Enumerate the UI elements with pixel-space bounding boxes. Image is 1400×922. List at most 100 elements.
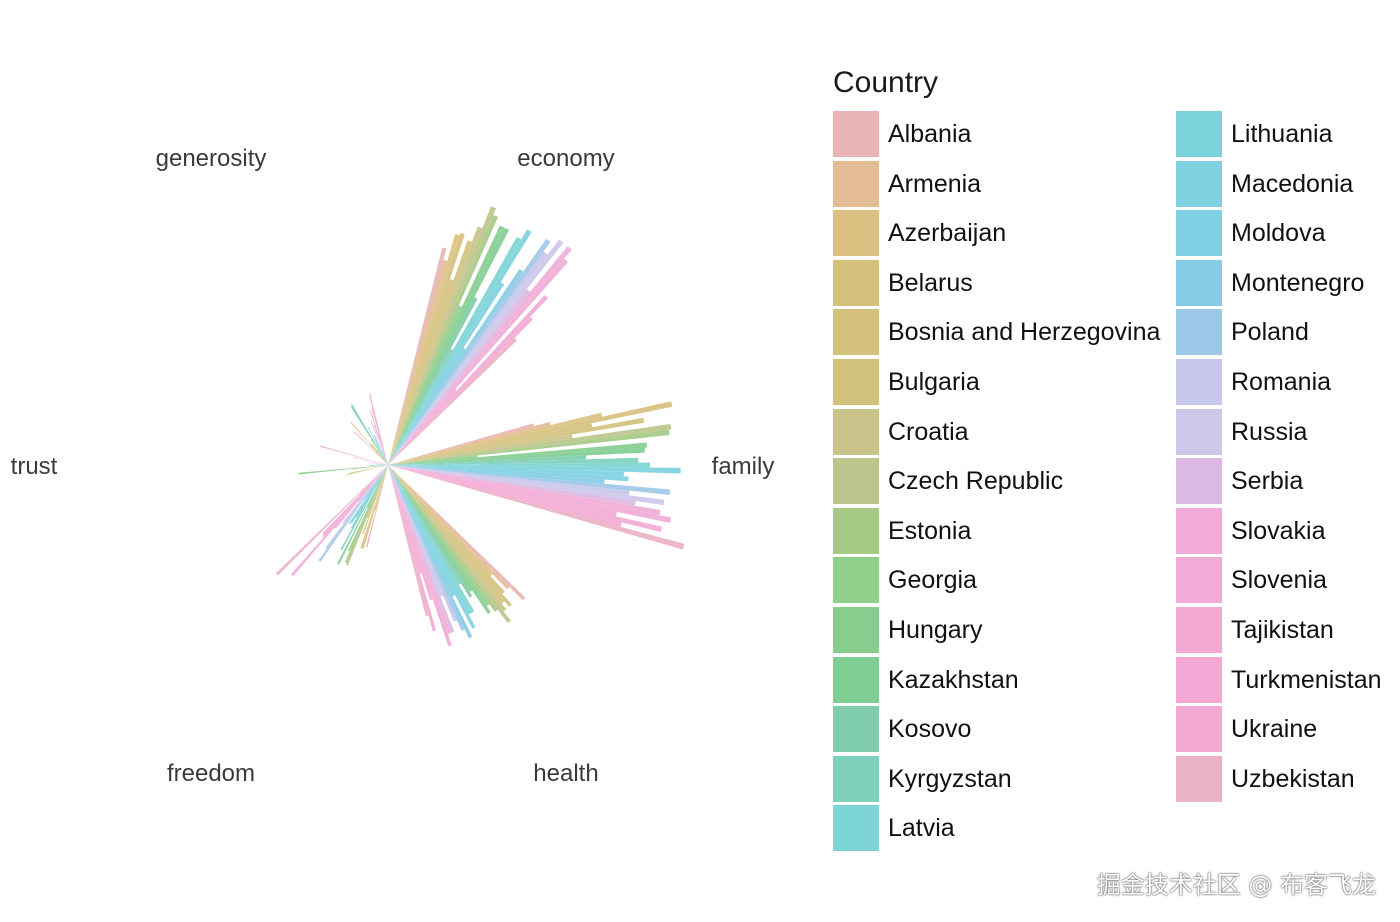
legend-swatch (833, 408, 879, 455)
bar-family-belarus (388, 401, 673, 465)
bar-freedom-poland (318, 465, 388, 562)
radial-bar-chart: economy family health freedom trust generosit… (11, 145, 775, 787)
legend-swatch (1176, 706, 1222, 753)
watermark: 掘金技术社区 @ 布客飞龙 (1096, 871, 1376, 899)
bar-generosity-uzbekistan (368, 394, 388, 465)
sector-freedom (275, 465, 388, 577)
bar-trust-croatia (380, 465, 388, 467)
bar-family-kyrgyzstan (388, 457, 639, 465)
bar-family-turkmenistan (388, 465, 662, 532)
bar-generosity-ukraine (371, 408, 388, 465)
bar-family-montenegro (388, 465, 605, 484)
bar-economy-kosovo (388, 297, 478, 465)
bar-freedom-georgia (348, 465, 388, 552)
bar-health-albania (388, 465, 526, 601)
bar-health-bosnia-and-herzegovina (388, 465, 512, 607)
bar-family-hungary (388, 442, 648, 465)
axis-label-generosity: generosity (156, 145, 267, 172)
bar-family-uzbekistan (388, 465, 685, 550)
bar-trust-slovenia (371, 461, 388, 465)
legend-label: Lithuania (1231, 120, 1333, 148)
legend-label: Poland (1231, 318, 1309, 347)
bar-health-kosovo (388, 465, 473, 598)
bar-freedom-albania (365, 465, 388, 548)
bar-freedom-macedonia (350, 465, 388, 524)
bar-freedom-lithuania (355, 465, 388, 518)
bar-family-czech-republic (388, 423, 672, 465)
bar-family-kazakhstan (388, 447, 645, 465)
legend-swatch (833, 507, 879, 554)
bar-freedom-armenia (374, 465, 388, 511)
legend-label: Turkmenistan (1231, 665, 1382, 694)
bar-trust-estonia (352, 465, 388, 470)
bar-economy-albania (388, 247, 447, 465)
legend-swatch (1176, 259, 1222, 306)
bar-generosity-macedonia (367, 427, 388, 465)
bar-health-bulgaria (388, 465, 505, 604)
bar-economy-uzbekistan (388, 337, 518, 465)
bar-health-romania (388, 465, 457, 622)
bar-freedom-slovakia (334, 465, 388, 529)
bar-trust-kazakhstan (369, 465, 388, 467)
bar-family-tajikistan (388, 465, 617, 517)
bar-generosity-azerbaijan (383, 459, 388, 465)
bar-generosity-kosovo (350, 406, 388, 465)
legend-label: Belarus (888, 268, 973, 297)
bar-family-bosnia-and-herzegovina (388, 423, 593, 465)
legend-label: Slovenia (1231, 566, 1327, 595)
bar-family-estonia (388, 429, 670, 465)
bar-economy-slovenia (388, 258, 569, 465)
bar-generosity-croatia (370, 442, 388, 465)
bar-economy-kyrgyzstan (388, 348, 453, 465)
axis-label-health: health (533, 760, 598, 787)
legend-label: Slovakia (1231, 516, 1326, 545)
bar-freedom-hungary (367, 465, 388, 508)
legend-swatch (833, 805, 879, 852)
bar-generosity-romania (381, 449, 388, 465)
legend-label: Serbia (1231, 467, 1304, 496)
bar-generosity-czech-republic (371, 444, 388, 465)
axis-label-family: family (712, 453, 775, 480)
legend-swatch (1176, 557, 1222, 604)
bar-economy-croatia (388, 226, 483, 465)
bar-health-russia (388, 465, 443, 597)
bar-health-poland (388, 465, 465, 632)
bar-generosity-hungary (377, 449, 388, 465)
sector-health (388, 465, 526, 647)
legend-label: Croatia (888, 417, 969, 446)
bar-freedom-russia (342, 465, 388, 524)
bar-generosity-poland (374, 434, 388, 465)
bar-family-latvia (388, 462, 650, 468)
bar-economy-lithuania (388, 229, 532, 465)
bar-freedom-ukraine (359, 465, 388, 494)
bar-generosity-georgia (381, 455, 388, 465)
sector-trust (298, 445, 388, 476)
legend-swatch (833, 755, 879, 802)
legend-swatch (1176, 160, 1222, 207)
bar-trust-georgia (298, 465, 388, 475)
bar-health-montenegro (388, 465, 473, 639)
bar-family-macedonia (388, 465, 624, 477)
legend-swatch (833, 656, 879, 703)
bar-generosity-turkmenistan (378, 433, 388, 465)
bar-trust-ukraine (381, 463, 388, 465)
bar-generosity-tajikistan (370, 410, 388, 465)
sector-economy (388, 206, 572, 466)
legend-label: Kazakhstan (888, 665, 1019, 694)
bars-layer (275, 206, 685, 647)
legend-label: Hungary (888, 616, 983, 644)
bar-family-kosovo (388, 455, 587, 465)
legend-swatch (833, 309, 879, 356)
legend-label: Georgia (888, 566, 977, 595)
bar-health-macedonia (388, 465, 476, 629)
bar-family-armenia (388, 421, 551, 465)
bar-trust-belarus (348, 465, 388, 474)
legend-swatch (1176, 210, 1222, 257)
legend-label: Montenegro (1231, 268, 1365, 297)
bar-economy-czech-republic (388, 206, 497, 466)
bar-health-moldova (388, 465, 455, 597)
bar-generosity-bosnia-and-herzegovina (350, 421, 388, 465)
bar-family-ukraine (388, 465, 622, 527)
legend-title: Country (833, 66, 939, 99)
